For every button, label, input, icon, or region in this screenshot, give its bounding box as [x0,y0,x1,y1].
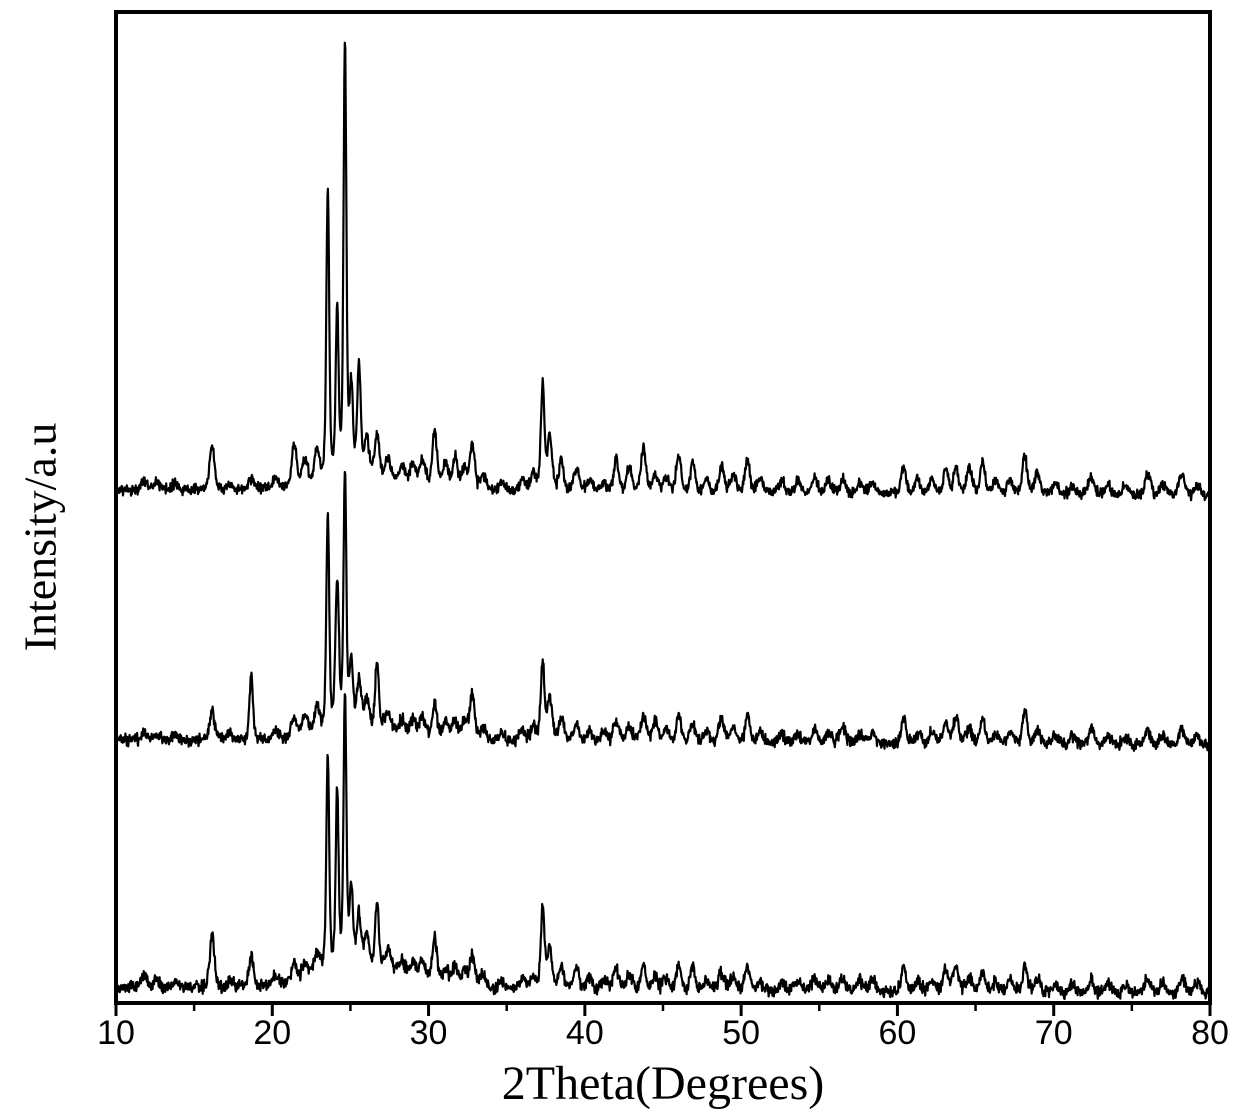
x-tick-label: 30 [409,1014,448,1052]
xrd-trace-pattern-bottom [114,693,1211,1001]
x-tick-label: 20 [253,1014,292,1052]
xrd-trace-pattern-middle [114,470,1211,752]
x-tick-label: 60 [878,1014,917,1052]
x-tick-label: 70 [1034,1014,1073,1052]
x-tick-label: 40 [565,1014,604,1052]
x-tick-label: 50 [722,1014,761,1052]
x-tick-label: 80 [1191,1014,1229,1052]
y-axis-title: Intensity/a.u [14,422,66,652]
x-axis-title: 2Theta(Degrees) [501,1057,825,1110]
x-tick-label: 10 [97,1014,135,1052]
plot-frame [114,10,1212,1005]
xrd-trace-pattern-top [114,41,1211,502]
